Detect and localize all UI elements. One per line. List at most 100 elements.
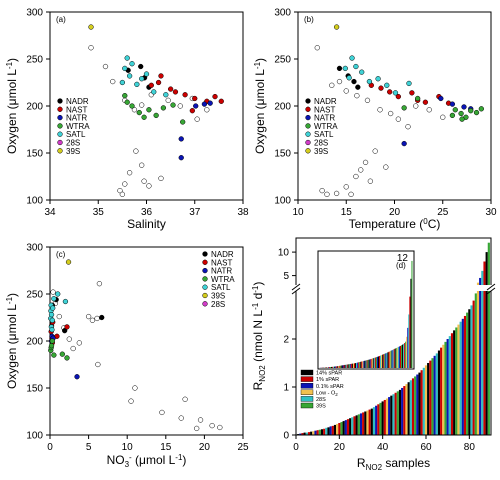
- legend-marker-nadr: [57, 98, 63, 104]
- data-point-open: [194, 116, 200, 122]
- bar-lower: [448, 336, 451, 435]
- legend-label-nadr: NADR: [66, 97, 89, 106]
- data-point-open: [426, 107, 432, 113]
- panel-b-ylabel-sup: -1: [253, 61, 262, 69]
- y-tick-label: 10: [278, 248, 290, 259]
- legend-label: 1% sPAR: [316, 377, 339, 383]
- y-tick-label: 250: [274, 55, 291, 66]
- panel-d-y-ticks-lower: 0 1 2: [283, 335, 296, 442]
- data-point-nast: [378, 85, 384, 91]
- data-point-nast: [387, 89, 393, 95]
- data-point-wtra: [449, 112, 456, 119]
- data-point-open: [194, 425, 200, 432]
- data-point-open: [66, 336, 72, 342]
- inset-bar: [327, 367, 329, 368]
- inset-bar: [346, 364, 348, 368]
- bar-lower: [314, 430, 317, 435]
- panel-c-xlabel-tail: (μmol L: [132, 453, 176, 467]
- data-point-open: [117, 187, 123, 194]
- panel-d-frame-upper: [295, 237, 492, 285]
- inset-bar: [334, 366, 336, 368]
- bar-lower: [327, 427, 330, 435]
- data-point-nadr: [62, 328, 68, 334]
- data-point-satl: [134, 81, 140, 88]
- panel-c-xlabel-sup2: -1: [175, 453, 183, 462]
- inset-bar: [372, 358, 374, 368]
- legend-marker-satl: [57, 131, 63, 137]
- bar-lower: [316, 430, 319, 435]
- x-tick-label: 5: [86, 442, 92, 453]
- panel-b-y-ticks: 100 150 200 250 300: [274, 8, 298, 207]
- data-point-nast: [155, 79, 162, 86]
- legend-marker-39s: [57, 148, 63, 154]
- data-point-open: [204, 107, 210, 113]
- data-point-open: [132, 385, 138, 391]
- inset-bar: [389, 351, 391, 368]
- bar-lower: [487, 291, 490, 435]
- data-point-satl: [392, 90, 399, 96]
- x-tick-label: 80: [464, 442, 476, 453]
- bar-lower: [381, 401, 384, 435]
- data-point-natr: [178, 155, 184, 161]
- data-point-nast: [189, 108, 195, 114]
- bar-lower: [357, 414, 360, 435]
- x-tick-label: 40: [377, 442, 389, 453]
- bar-lower: [331, 425, 334, 435]
- inset-bar: [374, 357, 376, 368]
- inset-bar: [386, 352, 388, 368]
- data-point-open: [209, 422, 215, 429]
- bar-lower: [333, 424, 337, 435]
- bar-lower: [403, 386, 406, 435]
- y-tick-label: 150: [26, 384, 43, 395]
- panel-d-xlabel-sub: NO2: [366, 463, 383, 472]
- panel-d-ylabel-sup2: -1: [251, 285, 260, 293]
- inset-bar: [383, 354, 385, 368]
- bar-upper: [487, 242, 490, 285]
- data-point-satl: [143, 71, 150, 77]
- legend-label-nast: NAST: [66, 105, 87, 114]
- legend-swatch: [300, 396, 314, 402]
- bar-lower: [468, 309, 471, 435]
- panel-b-ylabel-tail: ): [253, 58, 267, 62]
- bar-lower: [409, 380, 412, 435]
- x-tick-label: 25: [437, 207, 449, 218]
- data-point-natr: [178, 136, 184, 142]
- inset-bar: [369, 359, 371, 368]
- legend-swatch: [300, 369, 314, 376]
- data-point-wtra: [160, 105, 167, 111]
- y-tick-label: 100: [274, 196, 291, 207]
- data-point-satl: [119, 79, 126, 86]
- bar-lower: [472, 300, 475, 435]
- y-tick-label: 300: [26, 243, 43, 254]
- legend-marker-nast: [57, 106, 63, 112]
- data-point-wtra: [458, 110, 464, 117]
- data-point-wtra: [136, 109, 142, 116]
- panel-d-ylabel-sup: -1: [251, 302, 260, 310]
- legend-label: Low - O2: [316, 390, 338, 397]
- bar-lower: [470, 305, 473, 435]
- panel-d-xlabel-main: R: [357, 456, 366, 470]
- legend-label: 39S: [316, 404, 326, 410]
- data-point-open: [197, 417, 204, 423]
- inset-bar: [404, 343, 406, 368]
- data-point-open: [50, 289, 56, 295]
- bar-lower: [437, 350, 441, 435]
- data-point-satl: [375, 76, 381, 82]
- inset-bar: [335, 366, 337, 368]
- data-point-open: [354, 93, 360, 99]
- bar-upper: [479, 277, 482, 285]
- data-point-satl: [55, 291, 61, 297]
- y-tick-label: 100: [26, 196, 43, 207]
- data-point-satl: [359, 69, 365, 75]
- data-point-wtra: [122, 93, 128, 99]
- legend-label-text: 14% sPAR: [316, 371, 342, 377]
- legend-label: 0.1% sPAR: [316, 384, 344, 390]
- data-point-nast: [422, 99, 429, 105]
- panel-b-label: (b): [304, 15, 314, 24]
- data-point-natr: [438, 95, 444, 102]
- legend-swatch: [300, 389, 314, 395]
- bar-lower: [336, 423, 339, 435]
- data-point-wtra: [180, 119, 186, 125]
- legend-swatch: [300, 383, 314, 389]
- data-point-open: [96, 281, 103, 287]
